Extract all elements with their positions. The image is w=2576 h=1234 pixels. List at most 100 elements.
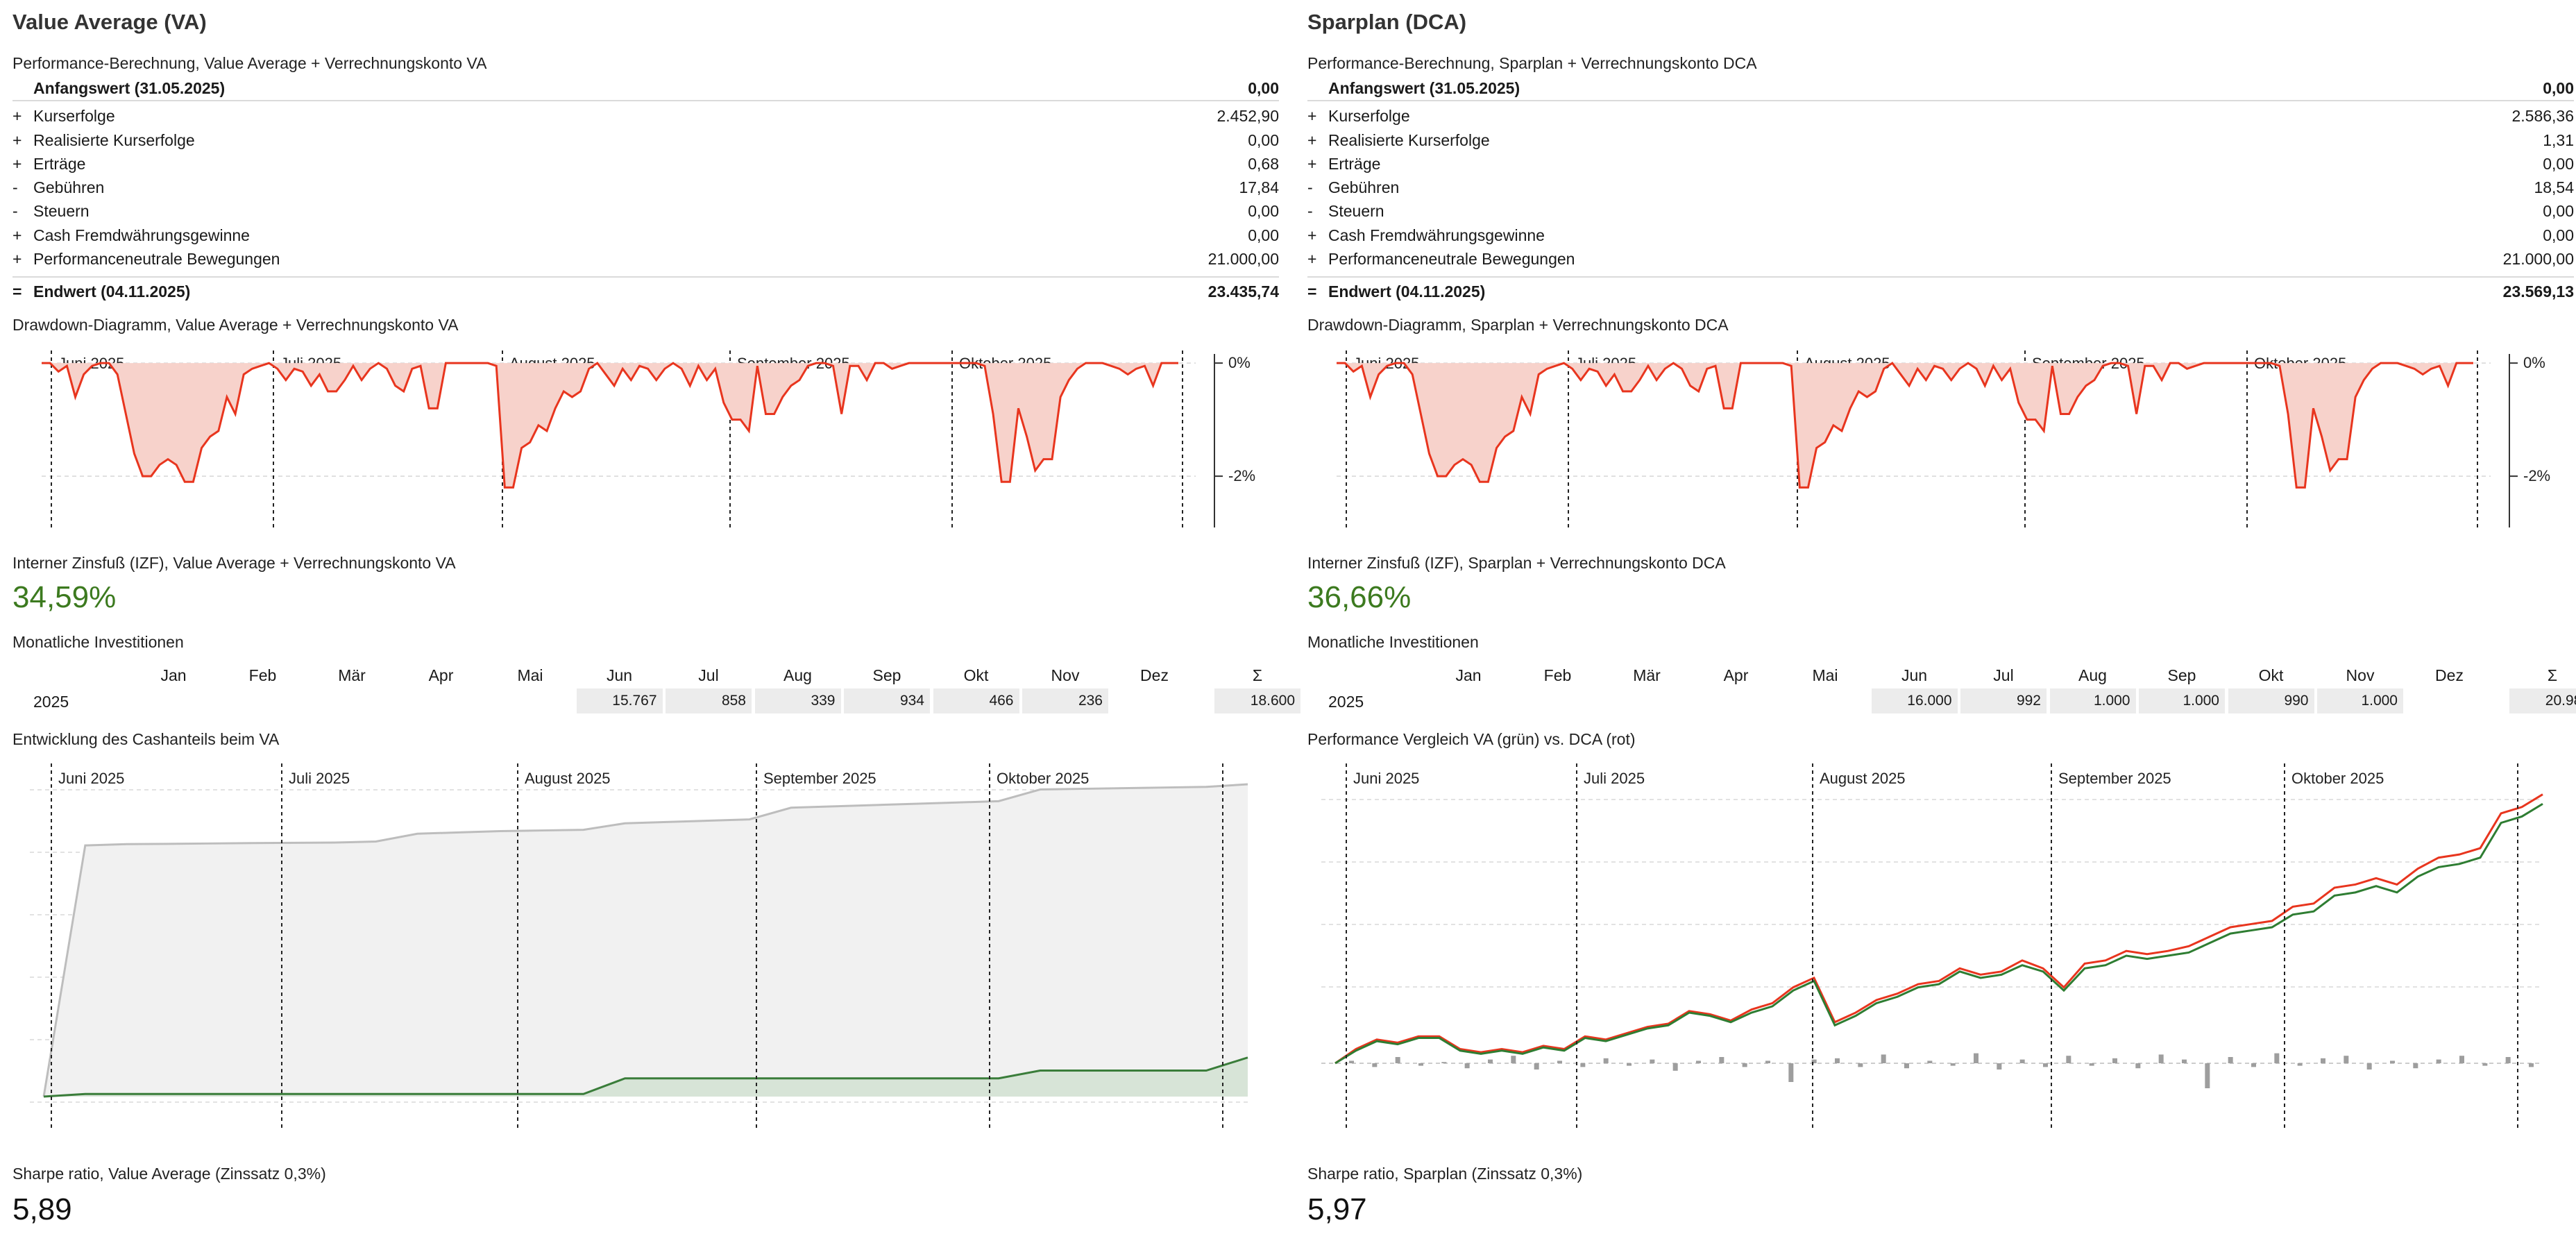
va-izf-value: 34,59% xyxy=(12,580,117,614)
va-start-value: 0,00 xyxy=(1248,79,1279,97)
month-header: Jun xyxy=(606,666,633,684)
va-perf-row: + Erträge 0,68 xyxy=(12,154,1279,173)
va-title: Value Average (VA) xyxy=(12,10,207,34)
investment-cell: 858 xyxy=(666,688,752,713)
difference-bar xyxy=(1395,1057,1400,1063)
month-header: Okt xyxy=(963,666,989,684)
month-header: Mär xyxy=(338,666,366,684)
difference-bar xyxy=(1811,1059,1817,1063)
va-perf-table: Anfangswert (31.05.2025) 0,00 + Kurserfol… xyxy=(12,76,1279,305)
y-tick-label: -2% xyxy=(1228,467,1255,484)
dca-perf-row: + Kurserfolge 2.586,36 xyxy=(1307,107,2574,126)
month-label: Oktober 2025 xyxy=(2291,770,2384,787)
va-perf-row: - Gebühren 17,84 xyxy=(12,178,1279,197)
va-inv-label: Monatliche Investitionen xyxy=(12,633,184,651)
va-panel: Value Average (VA) Performance-Berechnun… xyxy=(12,0,1300,1234)
y-tick-label: 0% xyxy=(2523,354,2545,371)
dca-start-value: 0,00 xyxy=(2543,79,2574,97)
dca-inv-label: Monatliche Investitionen xyxy=(1307,633,1479,651)
dca-izf-value: 36,66% xyxy=(1307,580,1412,614)
month-label: August 2025 xyxy=(525,770,611,787)
va-perf-label: Performance-Berechnung, Value Average + … xyxy=(12,54,487,72)
difference-bar xyxy=(1788,1063,1794,1082)
drawdown-area xyxy=(42,363,1178,488)
dca-chart2-label: Performance Vergleich VA (grün) vs. DCA … xyxy=(1307,730,1636,748)
difference-bar xyxy=(2043,1063,2048,1067)
month-header: Apr xyxy=(428,666,454,684)
investment-cell: 1.000 xyxy=(2049,688,2136,713)
difference-bar xyxy=(2019,1059,2025,1063)
month-header: Nov xyxy=(2346,666,2375,684)
investment-cell: 934 xyxy=(844,688,930,713)
va-cash-chart: Juni 2025 Juli 2025 August 2025 September 2… xyxy=(30,763,1248,1131)
difference-bar xyxy=(2089,1063,2094,1066)
va-investment-table: 2025 Jan Feb Mär Apr Mai Jun 15.767 Jul 858 Aug 33… xyxy=(12,662,1300,718)
cash-line xyxy=(43,1056,1248,1098)
dca-perf-row: + Realisierte Kurserfolge 1,31 xyxy=(1307,130,2574,149)
month-header: Jan xyxy=(160,666,187,684)
month-header: Jan xyxy=(1455,666,1482,684)
sum-header: Σ xyxy=(2547,666,2558,684)
difference-bar xyxy=(2251,1063,2256,1067)
month-header: Nov xyxy=(1051,666,1080,684)
month-header: Aug xyxy=(783,666,812,684)
sum-cell: 20.981 xyxy=(2509,688,2576,713)
difference-bar xyxy=(1765,1060,1770,1063)
investment-cell: 16.000 xyxy=(1871,688,1958,713)
investment-cell: 466 xyxy=(933,688,1019,713)
va-inv-year: 2025 xyxy=(33,693,69,711)
va-perf-row: + Realisierte Kurserfolge 0,00 xyxy=(12,130,1279,149)
month-header: Dez xyxy=(1140,666,1169,684)
investment-cell: 15.767 xyxy=(576,688,663,713)
difference-bar xyxy=(2436,1059,2441,1063)
dca-perf-row: + Cash Fremdwährungsgewinne 0,00 xyxy=(1307,226,2574,244)
difference-bar xyxy=(2182,1059,2187,1063)
month-label: Juli 2025 xyxy=(289,770,350,787)
month-header: Mai xyxy=(1812,666,1838,684)
difference-bar xyxy=(1441,1062,1447,1063)
dca-sharpe-label: Sharpe ratio, Sparplan (Zinssatz 0,3%) xyxy=(1307,1165,1583,1183)
va-end-value: 23.435,74 xyxy=(1208,282,1279,301)
va-perf-end-row: = Endwert (04.11.2025) 23.435,74 xyxy=(12,276,1279,305)
difference-bar xyxy=(2413,1063,2418,1069)
difference-bar xyxy=(1580,1063,1586,1067)
difference-bar xyxy=(1464,1063,1470,1069)
investment-cell: 1.000 xyxy=(2139,688,2225,713)
difference-bar xyxy=(1418,1063,1423,1066)
difference-bar xyxy=(2390,1060,2395,1063)
performance-compare-chart: Juni 2025 Juli 2025 August 2025 September 2… xyxy=(1321,763,2543,1131)
month-header: Feb xyxy=(248,666,277,684)
difference-bar xyxy=(1997,1063,2002,1070)
total-area xyxy=(44,784,1248,1097)
difference-bar xyxy=(2158,1054,2164,1063)
month-header: Jun xyxy=(1901,666,1928,684)
investment-cell: 236 xyxy=(1022,688,1108,713)
month-header: Dez xyxy=(2435,666,2464,684)
dca-perf-row: - Gebühren 18,54 xyxy=(1307,178,2574,197)
dca-perf-start-row: Anfangswert (31.05.2025) 0,00 xyxy=(1307,76,2574,102)
investment-cell: 339 xyxy=(754,688,841,713)
month-label: Oktober 2025 xyxy=(997,770,1089,787)
dca-title: Sparplan (DCA) xyxy=(1307,10,1467,34)
difference-bar xyxy=(1557,1060,1562,1063)
month-label: Juli 2025 xyxy=(1584,770,1645,787)
dca-end-value: 23.569,13 xyxy=(2502,282,2574,301)
month-header: Aug xyxy=(2078,666,2107,684)
dca-investment-table: 2025 Jan Feb Mär Apr Mai Jun 16.000 Jul 992 Aug 1.… xyxy=(1307,662,2576,718)
month-header: Okt xyxy=(2258,666,2284,684)
month-header: Sep xyxy=(872,666,901,684)
month-header: Jul xyxy=(698,666,719,684)
month-label: Juni 2025 xyxy=(1353,770,1419,787)
month-header: Feb xyxy=(1543,666,1572,684)
difference-bar xyxy=(1950,1063,1956,1066)
difference-bar xyxy=(2112,1058,2117,1063)
dca-start-label: Anfangswert (31.05.2025) xyxy=(1328,79,1520,97)
dca-panel: Sparplan (DCA) Performance-Berechnung, S… xyxy=(1307,0,2576,1234)
difference-bar xyxy=(2344,1056,2349,1063)
difference-bar xyxy=(1349,1060,1354,1063)
difference-bar xyxy=(1927,1060,1933,1063)
difference-bar xyxy=(2459,1056,2464,1063)
dca-perf-row: + Performanceneutrale Bewegungen 21.000,00 xyxy=(1307,250,2574,269)
